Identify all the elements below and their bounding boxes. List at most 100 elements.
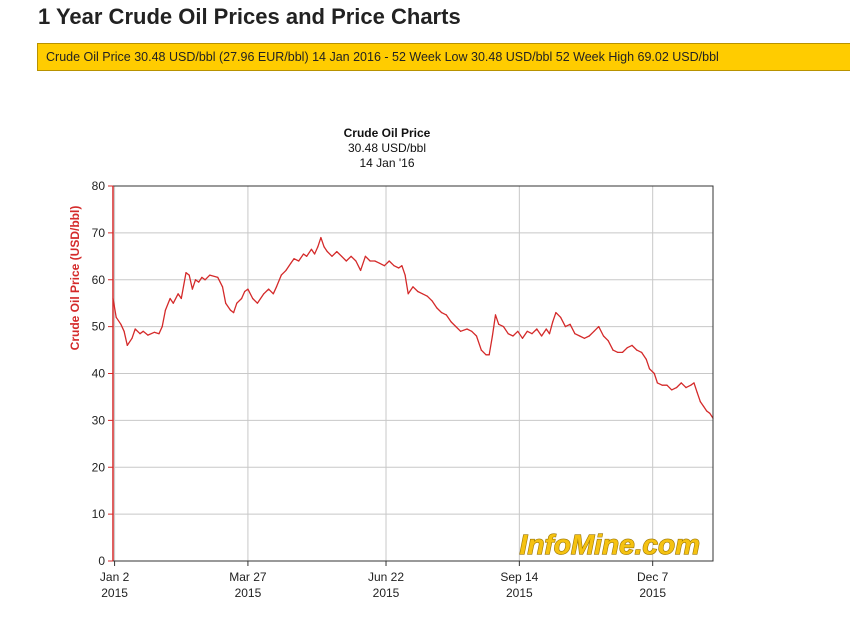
y-tick-label: 20 bbox=[92, 460, 106, 474]
price-data-point bbox=[268, 288, 270, 290]
y-axis-ticks: 0 10 20 30 40 50 60 70 80 bbox=[92, 179, 113, 568]
price-data-point bbox=[236, 302, 238, 304]
price-data-point bbox=[317, 246, 319, 248]
price-data-point bbox=[552, 321, 554, 323]
price-data-point bbox=[198, 281, 200, 283]
price-data-point bbox=[555, 312, 557, 314]
y-tick-label: 60 bbox=[92, 273, 106, 287]
price-data-point bbox=[379, 262, 381, 264]
price-data-point bbox=[225, 302, 227, 304]
price-data-point bbox=[648, 368, 651, 370]
price-data-point bbox=[560, 316, 562, 318]
price-data-point bbox=[320, 237, 322, 239]
price-data-point bbox=[502, 326, 505, 328]
price-data-point bbox=[393, 265, 395, 267]
price-data-point bbox=[583, 337, 586, 339]
price-data-point bbox=[147, 334, 149, 336]
price-data-point bbox=[256, 302, 258, 304]
chart-title: Crude Oil Price bbox=[344, 126, 431, 140]
price-data-point bbox=[485, 354, 487, 356]
x-tick-year-label: 2015 bbox=[235, 586, 262, 600]
price-data-point bbox=[569, 323, 571, 325]
price-data-point bbox=[374, 260, 376, 262]
price-data-point bbox=[588, 335, 590, 337]
price-data-point bbox=[512, 335, 514, 337]
price-data-point bbox=[204, 279, 206, 281]
price-data-point bbox=[656, 382, 659, 384]
price-data-point bbox=[217, 276, 219, 278]
price-data-point bbox=[690, 384, 692, 386]
price-data-point bbox=[115, 316, 117, 318]
price-data-point bbox=[221, 286, 224, 288]
price-data-point bbox=[564, 326, 567, 328]
price-data-point bbox=[153, 331, 155, 333]
price-data-point bbox=[404, 274, 406, 276]
price-data-point bbox=[209, 274, 211, 276]
page-title: 1 Year Crude Oil Prices and Price Charts bbox=[38, 4, 461, 29]
y-axis-label: Crude Oil Price (USD/bbl) bbox=[68, 206, 82, 351]
price-data-point bbox=[293, 258, 295, 260]
price-data-point bbox=[290, 262, 292, 264]
x-tick-label: Mar 27 bbox=[229, 570, 267, 584]
price-data-point bbox=[602, 335, 605, 337]
price-data-point bbox=[421, 293, 424, 295]
price-data-point bbox=[531, 333, 533, 335]
x-tick-label: Sep 14 bbox=[500, 570, 538, 584]
price-data-point bbox=[185, 272, 187, 274]
price-data-point bbox=[517, 330, 519, 332]
price-data-point bbox=[709, 412, 711, 414]
price-data-point bbox=[233, 312, 235, 314]
price-data-point bbox=[364, 255, 366, 257]
price-data-point bbox=[229, 309, 232, 311]
infomine-watermark: InfoMine.com bbox=[520, 529, 700, 560]
price-data-point bbox=[244, 290, 246, 293]
y-tick-label: 80 bbox=[92, 179, 106, 193]
price-data-point bbox=[450, 321, 452, 323]
price-data-point bbox=[607, 340, 609, 342]
price-data-point bbox=[436, 307, 438, 309]
grid-lines bbox=[113, 186, 713, 561]
x-tick-year-label: 2015 bbox=[101, 586, 128, 600]
y-tick-label: 0 bbox=[98, 554, 105, 568]
price-data-point bbox=[545, 328, 547, 330]
price-data-point bbox=[142, 330, 144, 332]
price-data-point bbox=[675, 387, 678, 389]
price-data-point bbox=[388, 260, 390, 262]
price-data-point bbox=[702, 405, 705, 407]
price-data-point bbox=[488, 354, 490, 356]
price-data-point bbox=[441, 312, 443, 314]
price-data-point bbox=[645, 358, 647, 360]
price-data-point bbox=[172, 302, 174, 304]
price-data-point bbox=[401, 265, 403, 267]
y-tick-label: 50 bbox=[92, 320, 106, 334]
price-data-point bbox=[350, 255, 352, 257]
chart-subtitle-price: 30.48 USD/bbl bbox=[348, 141, 426, 155]
x-tick-label: Jan 2 bbox=[100, 570, 130, 584]
price-data-point bbox=[241, 297, 243, 300]
price-data-point bbox=[617, 351, 619, 353]
price-data-point bbox=[621, 351, 624, 353]
price-data-point bbox=[323, 246, 325, 248]
price-data-point bbox=[671, 389, 673, 391]
y-tick-label: 40 bbox=[92, 367, 106, 381]
price-data-point bbox=[120, 323, 122, 325]
price-data-point bbox=[526, 330, 528, 332]
price-data-point bbox=[252, 297, 254, 300]
price-data-point bbox=[355, 260, 357, 262]
price-data-point bbox=[131, 337, 133, 339]
price-data-point bbox=[280, 274, 282, 276]
price-data-point bbox=[653, 372, 655, 375]
price-data-point bbox=[661, 384, 663, 386]
price-data-point bbox=[341, 255, 343, 257]
price-data-point bbox=[161, 326, 163, 328]
price-data-point bbox=[480, 349, 482, 351]
price-data-point bbox=[369, 260, 371, 262]
price-data-point bbox=[641, 351, 643, 353]
x-tick-year-label: 2015 bbox=[639, 586, 666, 600]
price-data-point bbox=[194, 279, 197, 281]
price-data-point bbox=[360, 269, 362, 271]
price-data-point bbox=[494, 314, 497, 316]
price-data-point bbox=[548, 333, 551, 335]
price-data-point bbox=[314, 253, 316, 255]
